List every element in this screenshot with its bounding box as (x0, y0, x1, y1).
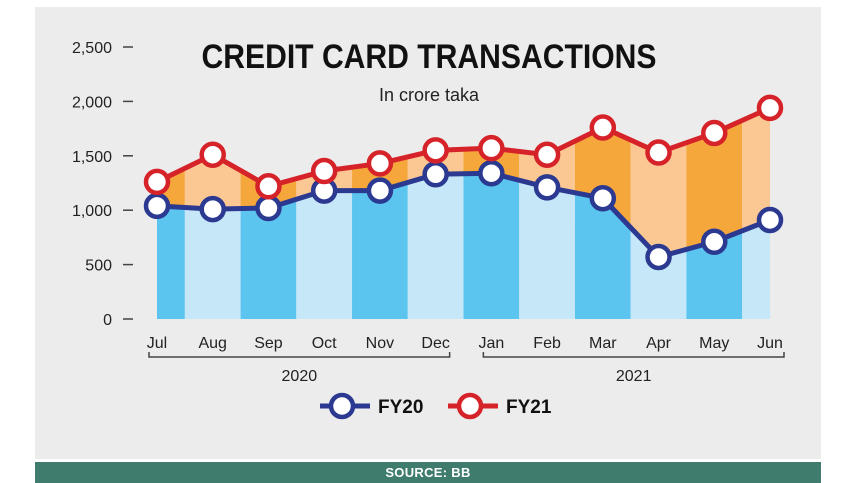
fy20-area-band (296, 190, 353, 319)
fy20-point-dec (422, 161, 449, 188)
y-tick-label: 500 (85, 258, 112, 275)
x-tick-label: Jan (478, 335, 504, 352)
source-label: SOURCE: BB (385, 465, 471, 480)
fy20-point-aug (199, 195, 226, 223)
fy20-area-band (574, 192, 631, 319)
fy21-point-mar (589, 114, 617, 141)
year-bracket (148, 352, 451, 358)
x-tick-label: May (699, 335, 729, 352)
fy20-point-jan (478, 159, 505, 187)
fy20-point-jul (143, 192, 171, 220)
fy20-legend-label: FY20 (378, 397, 423, 418)
fy21-gap-band (184, 154, 241, 210)
x-tick-label: Feb (533, 335, 561, 352)
fy20-area-band (240, 199, 297, 319)
y-tick-label: 1,500 (72, 149, 112, 166)
fy20-point-sep (255, 194, 282, 222)
fy21-gap-band (742, 107, 770, 231)
fy20-area-band (352, 182, 408, 319)
fy21-point-jul (143, 168, 171, 196)
fy21-point-dec (422, 137, 449, 164)
year-label: 2021 (616, 368, 652, 385)
fy21-point-nov (366, 150, 394, 177)
fy21-point-feb (533, 141, 561, 168)
x-tick-label: Oct (312, 335, 337, 352)
fy21-point-apr (645, 139, 672, 166)
fy20-point-nov (366, 177, 394, 204)
y-tick-label: 1,000 (72, 203, 112, 220)
chart-title: CREDIT CARD TRANSACTIONS (202, 38, 657, 76)
year-bracket (482, 352, 785, 358)
fy21-legend-label: FY21 (506, 397, 552, 418)
fy21-point-jan (478, 134, 505, 162)
fy20-area-band (157, 205, 185, 319)
y-tick-label: 0 (103, 312, 112, 329)
fy21-gap-band (574, 127, 631, 228)
fy20-area-band (686, 230, 743, 319)
fy21-point-jun (756, 94, 784, 122)
fy21-point-may (701, 119, 728, 147)
fy21-gap-band (630, 140, 687, 257)
fy20-area-band (407, 173, 464, 319)
fy20-area-band (184, 207, 241, 319)
x-tick-label: Dec (421, 335, 449, 352)
fy20-point-feb (533, 174, 561, 201)
fy21-gap-band (686, 120, 743, 250)
y-tick-label: 2,500 (72, 40, 112, 57)
x-tick-label: Mar (589, 335, 617, 352)
x-tick-label: Aug (198, 335, 226, 352)
fy20-point-may (701, 228, 728, 256)
fy20-point-apr (645, 243, 672, 271)
fy21-legend-marker (456, 392, 484, 420)
x-tick-label: Nov (366, 335, 394, 352)
fy20-area-band (519, 180, 575, 319)
x-tick-label: Jul (147, 335, 167, 352)
fy20-point-jun (756, 206, 784, 234)
year-label: 2020 (282, 368, 318, 385)
fy21-point-oct (310, 157, 338, 185)
fy20-area-band (630, 227, 687, 319)
chart-subtitle: In crore taka (379, 85, 480, 105)
x-tick-label: Sep (254, 335, 283, 352)
x-tick-label: Apr (646, 335, 672, 352)
fy20-area-band (742, 219, 770, 319)
fy21-point-aug (199, 141, 226, 168)
x-tick-label: Jun (757, 335, 783, 352)
y-tick-label: 2,000 (72, 94, 112, 111)
fy20-point-mar (589, 184, 617, 212)
fy20-legend-marker (328, 392, 356, 420)
source-bar: SOURCE: BB (35, 462, 821, 483)
fy21-point-sep (255, 173, 282, 200)
fy20-area-band (463, 173, 520, 319)
